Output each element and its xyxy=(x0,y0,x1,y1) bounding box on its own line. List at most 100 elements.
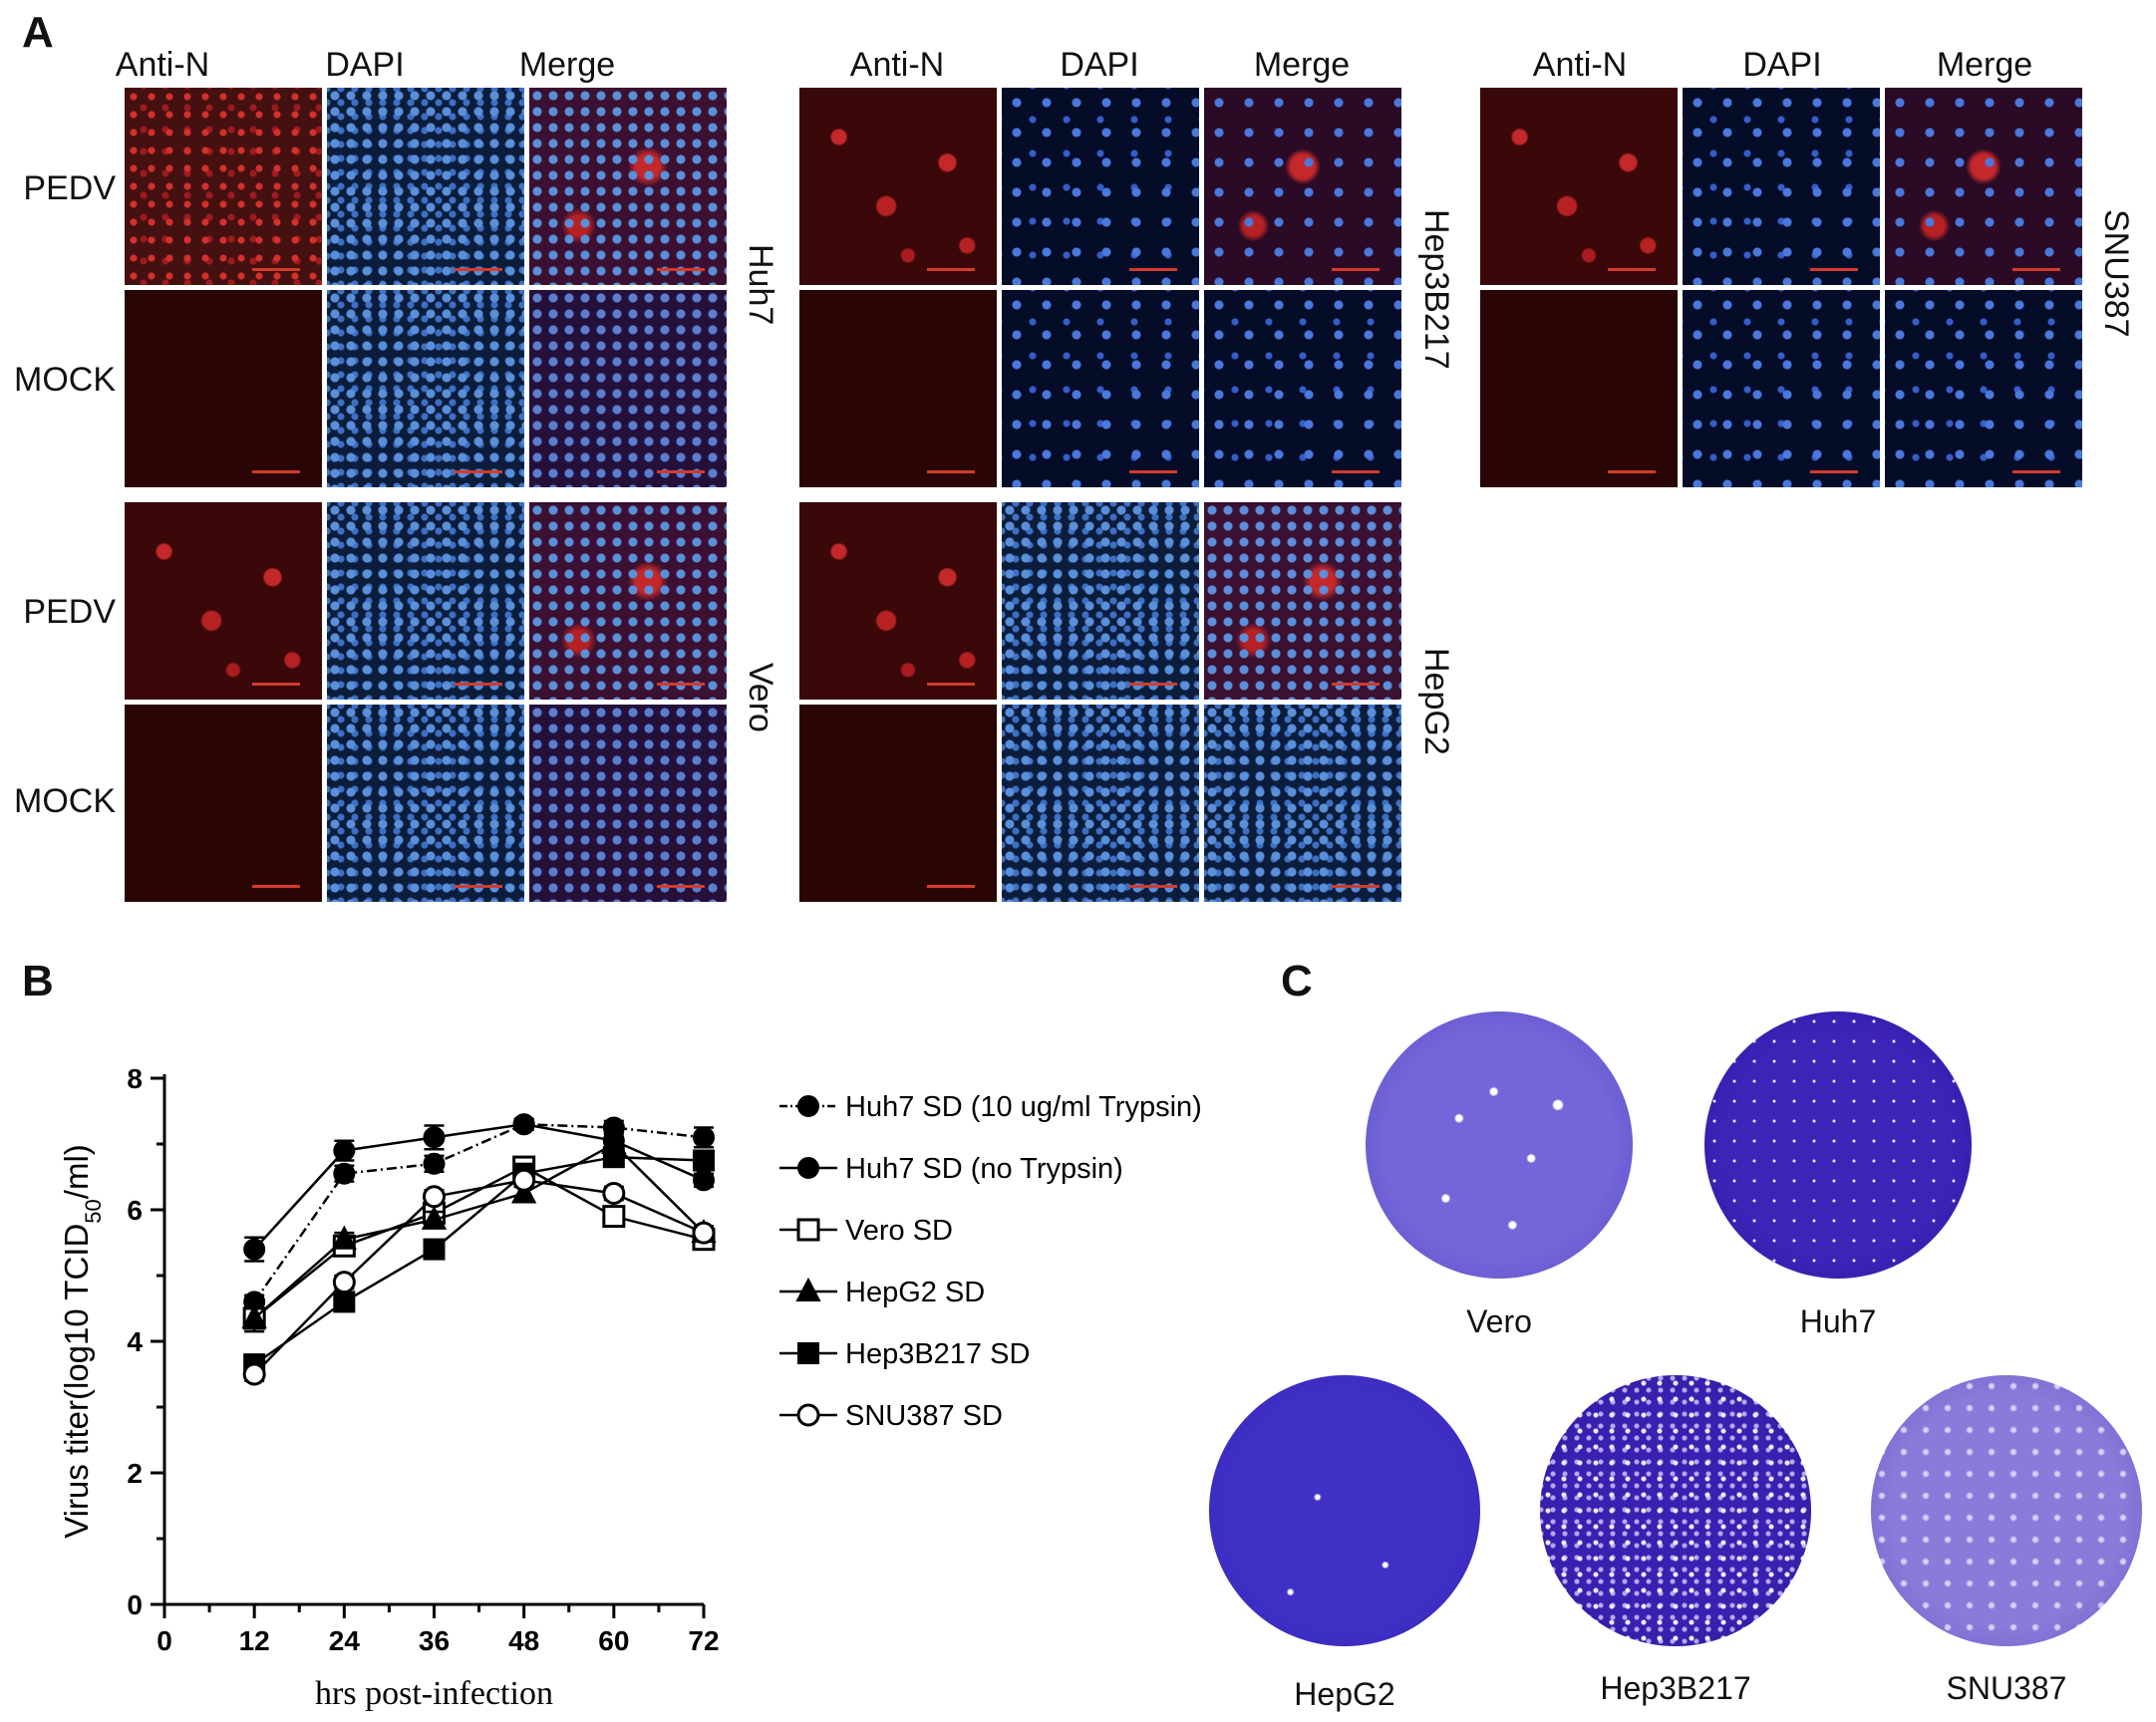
legend-label: Huh7 SD (10 ug/ml Trypsin) xyxy=(845,1091,1202,1123)
data-point xyxy=(333,1139,356,1162)
row-label-mock: MOCK xyxy=(14,782,116,820)
data-point xyxy=(423,1238,446,1261)
series-hepg2-sd xyxy=(241,1129,717,1330)
data-point xyxy=(423,1126,446,1149)
panel-c-letter: C xyxy=(1281,957,1313,1005)
micrograph-hep3b217-pedv-merge xyxy=(1204,88,1401,285)
micrograph-huh7-mock-merge xyxy=(529,290,727,487)
dish-label-huh7: Huh7 xyxy=(1799,1303,1877,1339)
data-point xyxy=(511,1179,537,1204)
micrograph-snu387-pedv-dapi xyxy=(1683,88,1880,285)
legend-entry: SNU387 SD xyxy=(779,1400,1003,1432)
legend-label: Vero SD xyxy=(845,1215,953,1247)
micrograph-hepg2-pedv-anti-n xyxy=(799,502,997,700)
legend-marker xyxy=(795,1277,821,1301)
legend-entry: Huh7 SD (no Trypsin) xyxy=(779,1153,1123,1185)
micrograph-vero-pedv-merge xyxy=(529,502,727,700)
dish-label-hep3b217: Hep3B217 xyxy=(1600,1670,1751,1706)
row-label-mock: MOCK xyxy=(14,361,116,399)
plaque-dish-hep3b217 xyxy=(1540,1375,1811,1646)
data-point xyxy=(512,1113,535,1136)
data-point xyxy=(602,1146,625,1169)
dish-label-snu387: SNU387 xyxy=(1946,1670,2067,1706)
micrograph-snu387-mock-dapi xyxy=(1683,290,1880,487)
data-point xyxy=(692,1221,716,1245)
data-point xyxy=(423,1185,446,1209)
series-snu387-sd xyxy=(242,1168,716,1386)
data-point xyxy=(693,1126,715,1149)
y-tick-label: 8 xyxy=(127,1063,143,1094)
dish-label-hepg2: HepG2 xyxy=(1294,1676,1395,1712)
micrograph-hepg2-pedv-dapi xyxy=(1002,502,1199,700)
y-tick-label: 2 xyxy=(127,1458,143,1489)
legend-label: Hep3B217 SD xyxy=(845,1338,1030,1370)
data-point xyxy=(331,1225,357,1250)
y-tick-label: 4 xyxy=(127,1326,143,1357)
cell-line-label-hepg2: HepG2 xyxy=(1417,648,1455,755)
data-point xyxy=(693,1169,715,1192)
y-axis-label: Virus titer(log10 TCID50/ml) xyxy=(58,1144,106,1539)
series-line xyxy=(253,1122,705,1251)
col-label-dapi: DAPI xyxy=(325,46,405,84)
legend-marker xyxy=(797,1157,819,1179)
x-tick-label: 72 xyxy=(688,1625,719,1656)
cell-line-label-snu387: SNU387 xyxy=(2097,209,2135,338)
data-point xyxy=(333,1291,356,1313)
micrograph-snu387-mock-merge xyxy=(1885,290,2082,487)
micrograph-snu387-pedv-anti-n xyxy=(1480,88,1678,285)
micrograph-huh7-mock-dapi xyxy=(327,290,524,487)
micrograph-vero-mock-anti-n xyxy=(125,705,322,902)
legend-label: SNU387 SD xyxy=(845,1400,1003,1432)
micrograph-hepg2-mock-merge xyxy=(1204,705,1401,902)
x-tick-label: 48 xyxy=(508,1625,539,1656)
micrograph-huh7-pedv-dapi xyxy=(327,88,524,285)
x-tick-label: 36 xyxy=(419,1625,450,1656)
col-label-merge: Merge xyxy=(518,46,616,84)
legend-entry: Hep3B217 SD xyxy=(779,1338,1030,1370)
legend-label: HepG2 SD xyxy=(845,1277,985,1308)
micrograph-snu387-pedv-merge xyxy=(1885,88,2082,285)
micrograph-hepg2-mock-anti-n xyxy=(799,705,997,902)
data-point xyxy=(243,1238,266,1261)
micrograph-vero-mock-merge xyxy=(529,705,727,902)
x-tick-label: 24 xyxy=(329,1625,361,1656)
series-line xyxy=(253,1165,705,1319)
x-tick-label: 0 xyxy=(156,1625,172,1656)
cell-line-label-vero: Vero xyxy=(742,663,779,732)
plaque-dish-huh7 xyxy=(1704,1011,1972,1279)
micrograph-snu387-mock-anti-n xyxy=(1480,290,1678,487)
series-huh7-sd-10-ug-ml-trypsin xyxy=(243,1113,715,1313)
y-tick-label: 0 xyxy=(127,1589,143,1620)
row-label-pedv: PEDV xyxy=(23,169,116,207)
col-label-anti-n: Anti-N xyxy=(1532,46,1628,84)
col-label-dapi: DAPI xyxy=(1742,46,1822,84)
legend-entry: Vero SD xyxy=(779,1215,953,1247)
micrograph-vero-pedv-anti-n xyxy=(125,502,322,700)
series-line xyxy=(253,1142,705,1319)
col-label-anti-n: Anti-N xyxy=(115,46,210,84)
micrograph-hep3b217-pedv-anti-n xyxy=(799,88,997,285)
panel-a-letter: A xyxy=(22,8,54,57)
data-point xyxy=(333,1162,356,1185)
legend-marker xyxy=(796,1218,820,1242)
legend-entry: HepG2 SD xyxy=(779,1277,985,1308)
micrograph-hep3b217-pedv-dapi xyxy=(1002,88,1199,285)
dish-label-vero: Vero xyxy=(1466,1303,1532,1339)
legend-marker xyxy=(796,1403,820,1427)
plaque-dish-hepg2 xyxy=(1209,1375,1480,1646)
data-point xyxy=(421,1205,448,1230)
cell-line-label-huh7: Huh7 xyxy=(742,244,779,326)
x-tick-label: 60 xyxy=(598,1625,629,1656)
legend-marker xyxy=(797,1342,819,1364)
micrograph-hep3b217-mock-anti-n xyxy=(799,290,997,487)
x-axis-label: hrs post-infection xyxy=(315,1675,553,1712)
plaque-dish-vero xyxy=(1366,1011,1633,1279)
micrograph-hep3b217-mock-merge xyxy=(1204,290,1401,487)
data-point xyxy=(423,1152,446,1175)
series-line xyxy=(253,1179,705,1375)
micrograph-vero-pedv-dapi xyxy=(327,502,524,700)
legend-marker xyxy=(797,1095,819,1117)
micrograph-huh7-pedv-anti-n xyxy=(125,88,322,285)
x-tick-label: 12 xyxy=(239,1625,270,1656)
